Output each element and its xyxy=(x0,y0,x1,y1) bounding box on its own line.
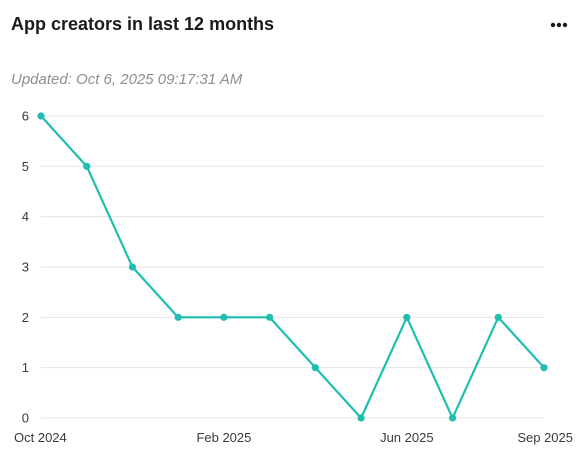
data-point[interactable] xyxy=(174,313,182,321)
x-tick-label: Feb 2025 xyxy=(196,430,251,445)
data-point[interactable] xyxy=(448,414,457,422)
data-point[interactable] xyxy=(540,364,548,372)
y-tick-label: 4 xyxy=(22,209,29,224)
data-point[interactable] xyxy=(220,313,228,321)
data-point[interactable] xyxy=(37,112,45,120)
y-tick-label: 0 xyxy=(22,411,29,426)
updated-timestamp: Updated: Oct 6, 2025 09:17:31 AM xyxy=(11,71,243,88)
data-point[interactable] xyxy=(266,313,274,321)
data-point[interactable] xyxy=(357,414,365,422)
data-point[interactable] xyxy=(83,162,91,170)
data-point[interactable] xyxy=(494,313,502,321)
series-line xyxy=(39,114,546,420)
y-tick-label: 5 xyxy=(22,159,29,174)
data-point[interactable] xyxy=(311,364,319,372)
x-tick-label: Jun 2025 xyxy=(380,430,434,445)
x-tick-label: Sep 2025 xyxy=(517,430,573,445)
y-tick-label: 2 xyxy=(22,310,29,325)
more-options-button[interactable] xyxy=(546,12,572,38)
data-point[interactable] xyxy=(403,313,411,321)
y-tick-label: 1 xyxy=(22,360,29,375)
y-tick-label: 3 xyxy=(22,260,29,275)
card-title: App creators in last 12 months xyxy=(11,14,275,34)
more-horizontal-icon xyxy=(550,22,568,28)
y-tick-label: 6 xyxy=(22,109,29,124)
data-point[interactable] xyxy=(128,263,137,271)
x-tick-label: Oct 2024 xyxy=(14,430,67,445)
